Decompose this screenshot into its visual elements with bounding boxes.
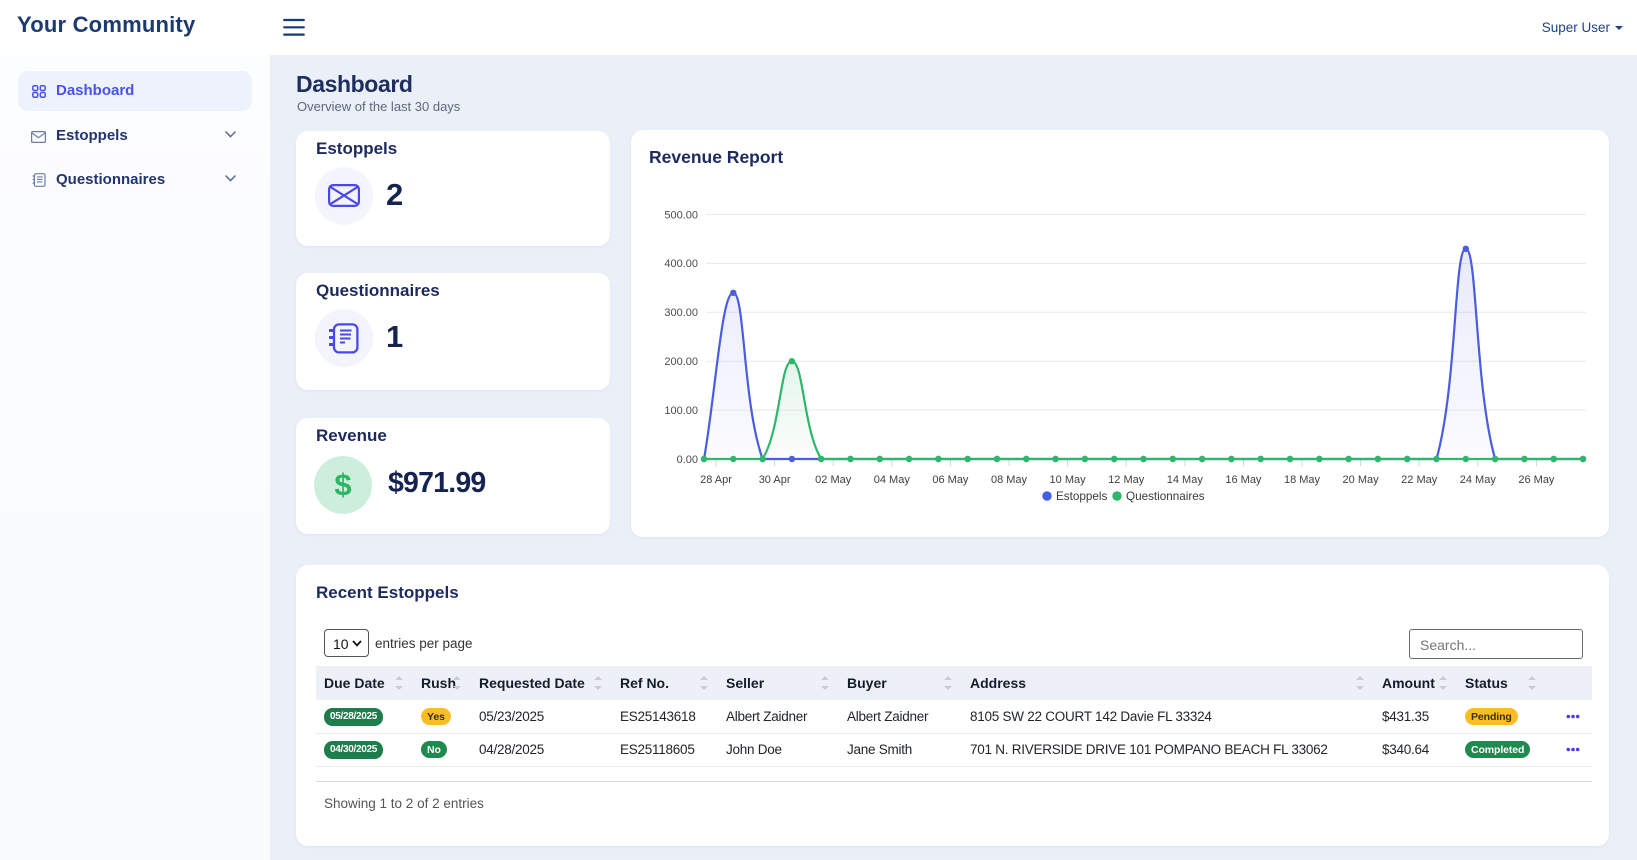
- svg-text:100.00: 100.00: [664, 405, 698, 417]
- svg-text:18 May: 18 May: [1284, 474, 1321, 486]
- svg-text:14 May: 14 May: [1167, 474, 1204, 486]
- svg-text:12 May: 12 May: [1108, 474, 1145, 486]
- svg-text:0.00: 0.00: [677, 454, 698, 466]
- svg-text:02 May: 02 May: [815, 474, 852, 486]
- svg-text:300.00: 300.00: [664, 307, 698, 319]
- svg-text:22 May: 22 May: [1401, 474, 1438, 486]
- svg-text:20 May: 20 May: [1343, 474, 1380, 486]
- svg-text:200.00: 200.00: [664, 356, 698, 368]
- svg-text:06 May: 06 May: [932, 474, 969, 486]
- svg-text:24 May: 24 May: [1460, 474, 1497, 486]
- svg-text:08 May: 08 May: [991, 474, 1028, 486]
- svg-text:Questionnaires: Questionnaires: [1126, 490, 1205, 503]
- svg-text:26 May: 26 May: [1518, 474, 1555, 486]
- svg-text:500.00: 500.00: [664, 209, 698, 221]
- svg-text:30 Apr: 30 Apr: [759, 474, 791, 486]
- svg-text:Estoppels: Estoppels: [1056, 490, 1107, 503]
- svg-text:400.00: 400.00: [664, 258, 698, 270]
- svg-text:04 May: 04 May: [874, 474, 911, 486]
- svg-text:10 May: 10 May: [1050, 474, 1087, 486]
- svg-text:28 Apr: 28 Apr: [700, 474, 732, 486]
- svg-text:16 May: 16 May: [1225, 474, 1262, 486]
